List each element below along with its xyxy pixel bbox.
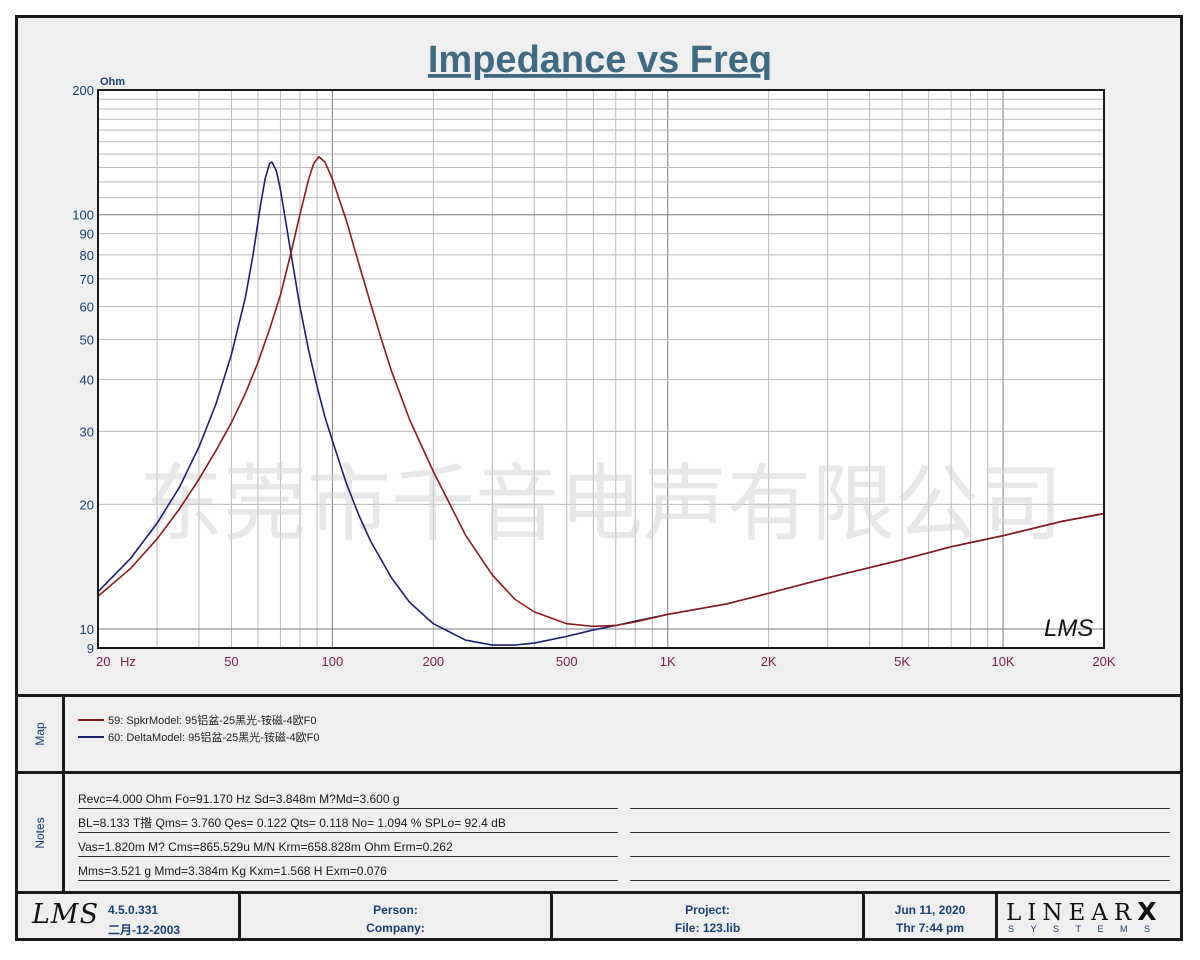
systems-text: SYSTEMS bbox=[1008, 924, 1167, 934]
note-line: Mms=3.521 g Mmd=3.384m Kg Kxm=1.568 H Ex… bbox=[78, 864, 618, 881]
version-date: 二月-12-2003 bbox=[108, 923, 181, 937]
chart-title: Impedance vs Freq bbox=[428, 39, 772, 81]
legend-label: 60: DeltaModel: 95铝盆-25黑光-铵磁-4欧F0 bbox=[108, 732, 320, 744]
y-axis-label: Ohm bbox=[100, 76, 125, 88]
report-frame: Impedance vs Freq Ohm 东莞市千音电声有限公司 9 10 20 30… bbox=[15, 15, 1183, 941]
y-tick-label: 50 bbox=[80, 332, 94, 347]
y-tick-label: 60 bbox=[80, 300, 94, 315]
y-tick-label: 30 bbox=[80, 424, 94, 439]
divider bbox=[18, 694, 1180, 697]
project-label: Project: bbox=[685, 903, 730, 917]
linearx-text: LINEAR bbox=[1006, 900, 1138, 926]
y-tick-label: 9 bbox=[87, 641, 94, 656]
x-tick-label: 5K bbox=[894, 654, 910, 669]
note-line: Vas=1.820m M? Cms=865.529u M/N Krm=658.8… bbox=[78, 840, 618, 857]
x-tick-label: 500 bbox=[556, 654, 578, 669]
x-tick-label: 1K bbox=[660, 654, 676, 669]
y-tick-label: 20 bbox=[80, 497, 94, 512]
map-panel: Map 59: SpkrModel: 95铝盆-25黑光-铵磁-4欧F0 60:… bbox=[18, 697, 1180, 771]
lms-plot-mark: LMS bbox=[1044, 615, 1093, 642]
footer-person-cell: Person: Company: bbox=[241, 894, 553, 939]
plot-area bbox=[98, 90, 1104, 648]
footer-project-cell: Project: File: 123.lib bbox=[553, 894, 865, 939]
x-tick-label: 10K bbox=[991, 654, 1014, 669]
x-tick-label: 100 bbox=[322, 654, 344, 669]
x-tick-label: 20K bbox=[1092, 654, 1115, 669]
series-line bbox=[97, 155, 1105, 628]
plot-border bbox=[97, 89, 1105, 649]
divider bbox=[18, 771, 1180, 774]
footer-date-cell: Jun 11, 2020 Thr 7:44 pm bbox=[865, 894, 998, 939]
y-tick-label: 40 bbox=[80, 373, 94, 388]
lms-logo: LMS bbox=[32, 899, 100, 930]
divider bbox=[18, 891, 1180, 894]
x-tick-label: 2K bbox=[761, 654, 777, 669]
impedance-chart: Impedance vs Freq Ohm 东莞市千音电声有限公司 9 10 20 30… bbox=[72, 39, 1116, 669]
note-line: Revc=4.000 Ohm Fo=91.170 Hz Sd=3.848m M?… bbox=[78, 792, 618, 809]
legend-label: 59: SpkrModel: 95铝盆-25黑光-铵磁-4欧F0 bbox=[108, 715, 317, 727]
notes-side-column: Notes bbox=[18, 774, 65, 891]
note-blank-line bbox=[630, 792, 1170, 809]
y-tick-label: 10 bbox=[80, 622, 94, 637]
y-tick-label: 90 bbox=[80, 227, 94, 242]
person-label: Person: bbox=[373, 903, 418, 917]
map-label: Map bbox=[33, 722, 47, 746]
x-tick-label: 50 bbox=[224, 654, 238, 669]
report-time: Thr 7:44 pm bbox=[895, 921, 964, 935]
linearx-x: X bbox=[1137, 897, 1157, 926]
y-tick-label: 70 bbox=[80, 272, 94, 287]
footer-version-cell: LMS 4.5.0.331 二月-12-2003 bbox=[18, 894, 241, 939]
map-side-column: Map bbox=[18, 697, 65, 771]
linearx-wordmark: LINEARX bbox=[1006, 897, 1156, 926]
legend-swatch bbox=[78, 719, 104, 721]
y-tick-label: 80 bbox=[80, 248, 94, 263]
x-tick-label: 200 bbox=[422, 654, 444, 669]
legend-item: 59: SpkrModel: 95铝盆-25黑光-铵磁-4欧F0 bbox=[78, 712, 316, 728]
watermark-text: 东莞市千音电声有限公司 bbox=[139, 457, 1063, 551]
footer-panel: LMS 4.5.0.331 二月-12-2003 Person: Company… bbox=[18, 894, 1180, 939]
file-label: File: 123.lib bbox=[674, 921, 741, 935]
company-label: Company: bbox=[366, 921, 425, 935]
note-line: BL=8.133 T揝 Qms= 3.760 Qes= 0.122 Qts= 0… bbox=[78, 816, 618, 833]
version-number: 4.5.0.331 bbox=[108, 903, 159, 917]
legend-swatch bbox=[78, 736, 104, 738]
x-unit-label: Hz bbox=[120, 654, 136, 669]
x-tick-label: 20 bbox=[96, 654, 110, 669]
report-date: Jun 11, 2020 bbox=[894, 903, 966, 917]
legend-item: 60: DeltaModel: 95铝盆-25黑光-铵磁-4欧F0 bbox=[78, 729, 320, 745]
y-tick-label: 100 bbox=[72, 208, 94, 223]
y-tick-label: 200 bbox=[72, 83, 94, 98]
note-blank-line bbox=[630, 840, 1170, 857]
chart-panel: Impedance vs Freq Ohm 东莞市千音电声有限公司 9 10 20 30… bbox=[18, 18, 1180, 694]
linearx-logo: LINEARX SYSTEMS bbox=[998, 894, 1180, 938]
note-blank-line bbox=[630, 816, 1170, 833]
notes-label: Notes bbox=[33, 816, 47, 849]
notes-panel: Notes Revc=4.000 Ohm Fo=91.170 Hz Sd=3.8… bbox=[18, 774, 1180, 891]
note-blank-line bbox=[630, 864, 1170, 881]
